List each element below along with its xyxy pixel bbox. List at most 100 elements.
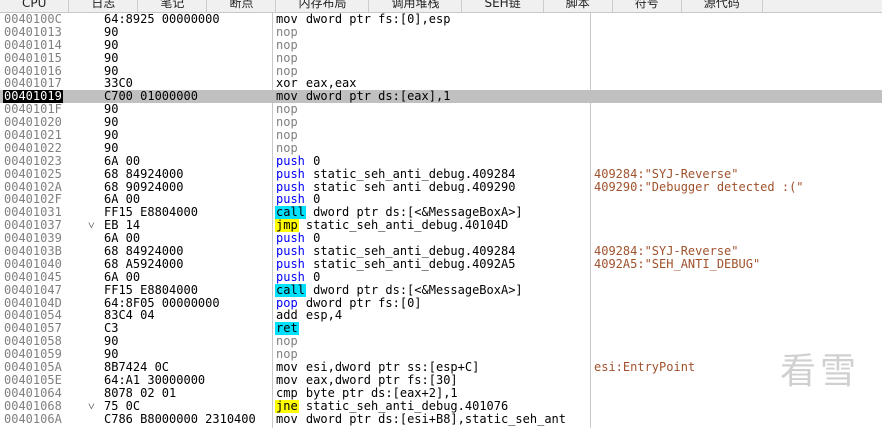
address: 0040104D — [4, 295, 62, 310]
operands: 0 — [313, 154, 321, 168]
bytes: 90 — [104, 63, 119, 78]
tab[interactable]: 笔记 — [138, 0, 208, 12]
tab[interactable]: 日志 — [69, 0, 139, 12]
instruction-row[interactable]: 00401020 90 nop — [0, 116, 882, 129]
instruction-row[interactable]: 00401031 FF15 E8804000 call dword ptr ds:[… — [0, 205, 882, 220]
instruction-row[interactable]: 00401045 6A 00 push 0 — [0, 270, 882, 284]
jump-marker: ˅ — [88, 398, 95, 413]
instruction: push static_seh_anti_debug.4092A5 — [275, 258, 589, 271]
mnemonic: cmp — [276, 386, 298, 400]
comment: esi:EntryPoint — [594, 360, 696, 375]
instruction-row[interactable]: 00401040 68 A5924000 push static_seh_anti_… — [0, 258, 882, 271]
address: 0040105A — [4, 360, 62, 375]
operands: static_seh_anti_debug.40104D — [305, 219, 509, 233]
instruction-row[interactable]: 00401047 FF15 E8804000 call dword ptr ds:[… — [0, 283, 882, 297]
tab[interactable]: 符号 — [613, 0, 682, 12]
address: 00401023 — [4, 153, 62, 168]
instruction-row[interactable]: 00401017 33C0 xor eax,eax — [0, 77, 882, 90]
instruction-row[interactable]: 0040105E 64:A1 30000000 mov eax,dword ptr … — [0, 374, 882, 387]
address: 0040103B — [4, 244, 62, 259]
instruction-row[interactable]: 00401057 C3 ret — [0, 322, 882, 336]
instruction-row[interactable]: 00401019 C700 01000000 mov dword ptr ds:[e… — [0, 89, 882, 104]
instruction: mov esi,dword ptr ss:[esp+C] — [275, 361, 589, 374]
mnemonic: nop — [276, 38, 298, 52]
instruction: nop — [275, 52, 589, 65]
operands: byte ptr ds:[eax+2],1 — [305, 386, 458, 400]
instruction: push 0 — [275, 193, 589, 206]
address: 00401020 — [4, 115, 62, 130]
instruction: mov dword ptr ds:[eax],1 — [275, 90, 589, 103]
instruction: xor eax,eax — [275, 77, 589, 90]
bytes: FF15 E8804000 — [104, 205, 198, 220]
mnemonic: nop — [276, 129, 298, 142]
tab[interactable]: 调用堆栈 — [369, 0, 463, 12]
instruction-row[interactable]: 00401022 90 nop — [0, 142, 882, 155]
instruction-row[interactable]: 00401023 6A 00 push 0 — [0, 153, 882, 168]
instruction: push static_seh_anti_debug.409284 — [275, 245, 589, 258]
instruction-row[interactable]: 00401025 68 84924000 push static_seh_anti_… — [0, 166, 882, 181]
operands: dword ptr ds:[esi+B8],static_seh_ant — [305, 412, 567, 426]
operands: static_seh_anti_debug.409284 — [313, 245, 516, 258]
instruction-row[interactable]: 0040102F 6A 00 push 0 — [0, 193, 882, 206]
instruction-row[interactable]: 0040103B 68 84924000 push static_seh_anti_… — [0, 245, 882, 258]
mnemonic: ret — [275, 322, 299, 336]
instruction-row[interactable]: 00401013 90 nop — [0, 25, 882, 39]
instruction-row[interactable]: 0040101F 90 nop — [0, 103, 882, 116]
address: 00401014 — [4, 37, 62, 52]
instruction-row[interactable]: 00401015 90 nop — [0, 50, 882, 65]
instruction-row[interactable]: 0040104D 64:8F05 00000000 pop dword ptr fs… — [0, 295, 882, 310]
comment: 4092A5:"SEH_ANTI_DEBUG" — [594, 256, 761, 271]
instruction-row[interactable]: 00401039 6A 00 push 0 — [0, 232, 882, 245]
operands: dword ptr ds:[<&MessageBoxA>] — [313, 206, 523, 220]
instruction-row[interactable]: 00401021 90 nop — [0, 129, 882, 142]
bytes: C700 01000000 — [104, 89, 198, 104]
instruction-row[interactable]: 00401068 ˅ 75 0C jne static_seh_anti_debug.… — [0, 398, 882, 413]
instruction-row[interactable]: 00401064 8078 02 01 cmp byte ptr ds:[eax+2… — [0, 386, 882, 400]
address: 00401022 — [4, 140, 62, 155]
operands: 0 — [313, 193, 321, 207]
instruction-row[interactable]: 00401037 ˅ EB 14 jmp static_seh_anti_debug.… — [0, 219, 882, 233]
instruction-row[interactable]: 0040105A 8B7424 0C mov esi,dword ptr ss:[e… — [0, 361, 882, 374]
mnemonic: nop — [276, 25, 298, 39]
instruction: call dword ptr ds:[<&MessageBoxA>] — [275, 206, 589, 220]
instruction: call dword ptr ds:[<&MessageBoxA>] — [275, 283, 589, 297]
bytes: 83C4 04 — [104, 308, 155, 323]
mnemonic: mov — [276, 412, 298, 426]
mnemonic: call — [275, 206, 306, 220]
mnemonic: call — [275, 283, 306, 297]
tab[interactable]: 脚本 — [544, 0, 613, 12]
tab[interactable]: 断点 — [207, 0, 277, 12]
tab[interactable]: 源代码 — [682, 0, 763, 12]
instruction: push static_seh_anti_debug.409284 — [275, 168, 589, 181]
instruction-row[interactable]: 00401016 90 nop — [0, 63, 882, 78]
bytes: 68 A5924000 — [104, 256, 184, 271]
instruction-row[interactable]: 0040106A C786 B8000000 2310400 mov dword p… — [0, 412, 882, 426]
instruction: nop — [275, 348, 589, 361]
address: 00401054 — [4, 308, 62, 323]
mnemonic: push — [276, 154, 305, 168]
operands: dword ptr fs:[0] — [305, 296, 422, 310]
address: 0040101F — [4, 102, 62, 117]
tab[interactable]: CPU — [0, 0, 70, 12]
tab[interactable]: SEH链 — [462, 0, 544, 12]
instruction-row[interactable]: 00401058 90 nop — [0, 335, 882, 348]
address: 00401025 — [4, 166, 62, 181]
instruction-row[interactable]: 00401014 90 nop — [0, 37, 882, 52]
instruction: nop — [275, 335, 589, 348]
operands: esp,4 — [305, 309, 343, 323]
operands: esi,dword ptr ss:[esp+C] — [305, 361, 480, 374]
instruction: nop — [275, 26, 589, 39]
bytes: 68 84924000 — [104, 166, 184, 181]
instruction: push 0 — [275, 232, 589, 245]
bytes: 33C0 — [104, 76, 133, 91]
instruction-row[interactable]: 00401054 83C4 04 add esp,4 — [0, 309, 882, 322]
instruction-row[interactable]: 0040102A 68 90924000 push static_seh_anti_… — [0, 180, 882, 194]
address: 00401015 — [4, 50, 62, 65]
column-divider — [590, 13, 591, 428]
tab[interactable]: 内存布局 — [276, 0, 370, 12]
operands: static_seh_anti_debug.409290 — [313, 180, 516, 194]
instruction: jne static_seh_anti_debug.401076 — [275, 399, 589, 413]
instruction-row[interactable]: 00401059 90 nop — [0, 348, 882, 361]
instruction-row[interactable]: 0040100C 64:8925 00000000 mov dword ptr fs… — [0, 13, 882, 26]
